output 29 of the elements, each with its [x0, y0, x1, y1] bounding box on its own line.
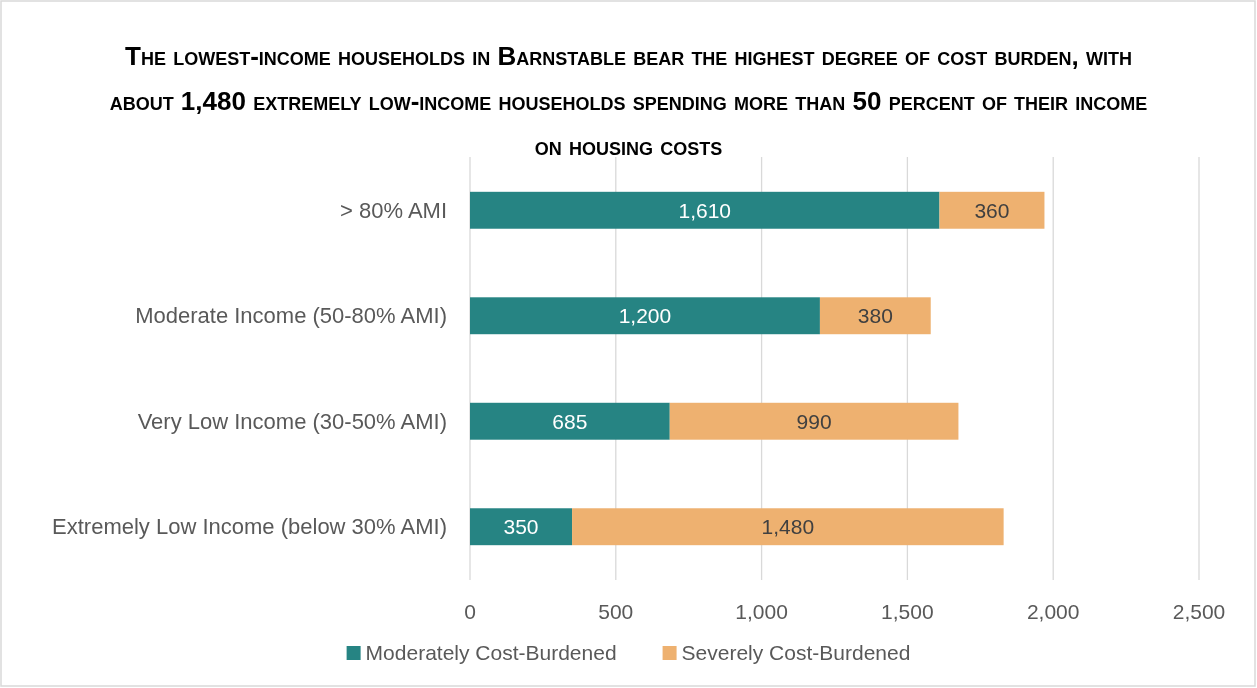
bar [470, 191, 940, 229]
x-tick-label: 2,000 [1026, 600, 1080, 623]
x-tick-label: 2,500 [1172, 600, 1226, 623]
y-tick-label: Moderate Income (50-80% AMI) [135, 303, 447, 329]
x-tick-label: 1,000 [735, 600, 788, 623]
data-label: 350 [503, 515, 539, 539]
bar [572, 508, 1004, 546]
y-tick-label: Extremely Low Income (below 30% AMI) [52, 514, 447, 540]
x-tick-label: 1,500 [881, 600, 934, 623]
bar [470, 402, 670, 440]
x-tick-label: 500 [598, 600, 634, 623]
data-label: 1,610 [678, 198, 732, 222]
x-tick-label: 0 [464, 600, 476, 623]
data-label: 1,480 [761, 515, 815, 539]
bar [669, 402, 959, 440]
bar [939, 191, 1045, 229]
data-label: 685 [552, 409, 588, 433]
legend-label: Moderately Cost-Burdened [365, 641, 617, 665]
chart-title: The lowest-income households in Barnstable bear the highest degree of cost burden, with about 1,480 extremely low-income households spending more than 50 percent of their income on housing costs [109, 41, 1148, 161]
bar [470, 508, 573, 546]
data-label: 1,200 [618, 304, 672, 328]
data-label: 990 [796, 409, 832, 433]
bar [470, 297, 820, 335]
data-label: 360 [974, 198, 1010, 222]
legend-label: Severely Cost-Burdened [681, 641, 911, 665]
data-label: 380 [857, 304, 893, 328]
y-tick-label: > 80% AMI [339, 197, 447, 223]
y-tick-label: Very Low Income (30-50% AMI) [137, 408, 447, 434]
bar [819, 297, 931, 335]
